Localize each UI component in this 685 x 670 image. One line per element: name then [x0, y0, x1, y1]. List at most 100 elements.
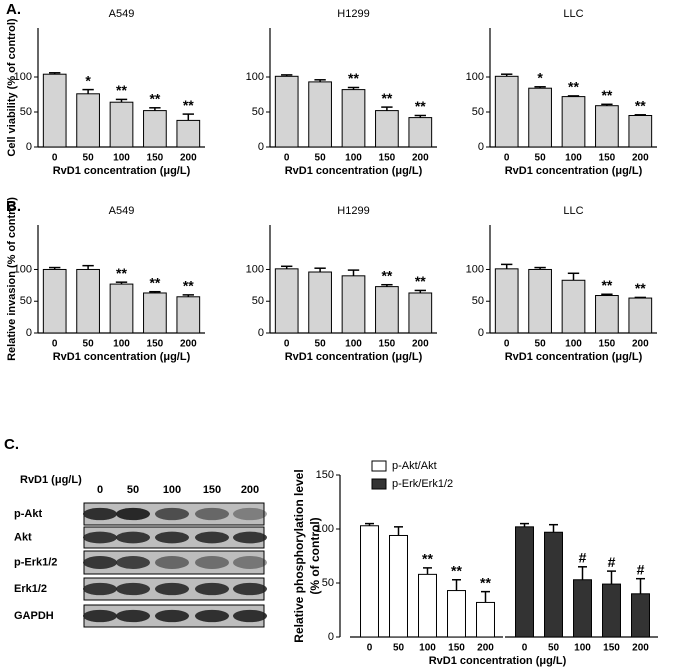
- bar: [561, 96, 586, 148]
- bar: [528, 268, 552, 334]
- x-tick-label: 150: [147, 339, 164, 350]
- blot-band: [83, 507, 117, 521]
- blot-band: [116, 609, 150, 623]
- bar: [573, 579, 592, 638]
- bar: [515, 526, 534, 638]
- y-tick-label: 50: [472, 295, 484, 307]
- x-tick-label: 100: [113, 153, 130, 164]
- significance-label: **: [116, 265, 127, 281]
- x-axis-label: RvD1 concentration (μg/L): [53, 165, 191, 177]
- significance-label: **: [635, 98, 646, 114]
- bar: [628, 297, 653, 334]
- bar: [360, 525, 379, 638]
- blot-band: [83, 609, 117, 623]
- x-tick-label: 100: [419, 643, 436, 654]
- chart-title: LLC: [563, 205, 583, 217]
- blot-band: [195, 609, 229, 623]
- panel-label: B.: [6, 198, 21, 215]
- x-tick-label: 50: [548, 643, 560, 654]
- significance-label: *: [85, 72, 91, 88]
- chart-title: A549: [109, 205, 135, 217]
- y-tick-label: 150: [316, 469, 334, 481]
- blot-band: [233, 531, 267, 544]
- bar: [447, 590, 466, 638]
- significance-label: **: [149, 274, 160, 290]
- x-axis-label: RvD1 concentration (μg/L): [429, 655, 567, 667]
- bar: [375, 286, 399, 334]
- x-tick-label: 50: [83, 339, 95, 350]
- bar: [595, 295, 619, 334]
- x-tick-label: 50: [535, 153, 547, 164]
- x-tick-label: 150: [603, 643, 620, 654]
- significance-label: **: [422, 551, 433, 567]
- bar: [308, 81, 332, 148]
- bar: [628, 115, 653, 148]
- blot-band: [83, 556, 117, 569]
- x-tick-label: 150: [599, 339, 616, 350]
- significance-label: **: [480, 574, 491, 590]
- y-tick-label: 50: [252, 295, 264, 307]
- bar: [76, 268, 100, 334]
- x-tick-label: 150: [448, 643, 465, 654]
- y-tick-label: 50: [322, 577, 334, 589]
- blot-band: [195, 556, 229, 569]
- x-tick-label: 0: [284, 153, 290, 164]
- x-tick-label: 0: [504, 153, 510, 164]
- y-axis-label: Relative phosphorylation level: [292, 469, 306, 642]
- bar: [602, 583, 621, 638]
- significance-label: **: [601, 277, 612, 293]
- y-tick-label: 100: [466, 71, 484, 83]
- y-tick-label: 100: [14, 71, 32, 83]
- x-tick-label: 200: [477, 643, 494, 654]
- x-tick-label: 100: [565, 339, 582, 350]
- y-axis-label: Cell viability (% of control): [6, 18, 18, 156]
- x-tick-label: 150: [379, 153, 396, 164]
- blot-header: RvD1 (μg/L): [20, 474, 82, 486]
- significance-label: **: [381, 267, 392, 283]
- y-axis-label: Relative invasion (% of control): [6, 197, 18, 361]
- bar: [595, 105, 619, 148]
- significance-label: **: [415, 98, 426, 114]
- y-tick-label: 100: [14, 263, 32, 275]
- blot-band: [116, 531, 150, 544]
- x-tick-label: 200: [412, 339, 429, 350]
- bar: [341, 89, 366, 148]
- blot-band: [233, 609, 267, 623]
- chart-title: H1299: [337, 205, 369, 217]
- x-tick-label: 0: [367, 643, 373, 654]
- blot-band: [116, 582, 150, 596]
- x-tick-label: 50: [83, 153, 95, 164]
- y-tick-label: 50: [472, 106, 484, 118]
- y-axis-label: (% of control): [308, 517, 322, 594]
- significance-label: **: [635, 280, 646, 296]
- x-axis-label: RvD1 concentration (μg/L): [53, 351, 191, 363]
- bar: [528, 87, 552, 148]
- blot-band: [195, 507, 229, 521]
- bar: [418, 573, 437, 638]
- bar: [544, 531, 563, 638]
- bar: [341, 275, 366, 334]
- blot-band: [233, 556, 267, 569]
- blot-band: [155, 531, 189, 544]
- y-tick-label: 0: [478, 327, 484, 339]
- legend-swatch: [371, 460, 387, 472]
- bar: [494, 75, 519, 148]
- x-tick-label: 0: [522, 643, 528, 654]
- y-tick-label: 100: [316, 523, 334, 535]
- y-tick-label: 0: [258, 327, 264, 339]
- x-tick-label: 0: [504, 339, 510, 350]
- x-tick-label: 200: [632, 643, 649, 654]
- bar: [42, 73, 67, 148]
- significance-label: **: [183, 278, 194, 294]
- bar: [274, 75, 299, 148]
- x-tick-label: 50: [535, 339, 547, 350]
- y-tick-label: 0: [478, 141, 484, 153]
- significance-label: **: [451, 562, 462, 578]
- x-tick-label: 0: [52, 339, 58, 350]
- bar: [176, 296, 201, 334]
- significance-label: **: [381, 90, 392, 106]
- x-tick-label: 200: [632, 153, 649, 164]
- bar: [308, 271, 332, 334]
- bar: [408, 117, 433, 148]
- blot-row-label: Erk1/2: [14, 583, 47, 595]
